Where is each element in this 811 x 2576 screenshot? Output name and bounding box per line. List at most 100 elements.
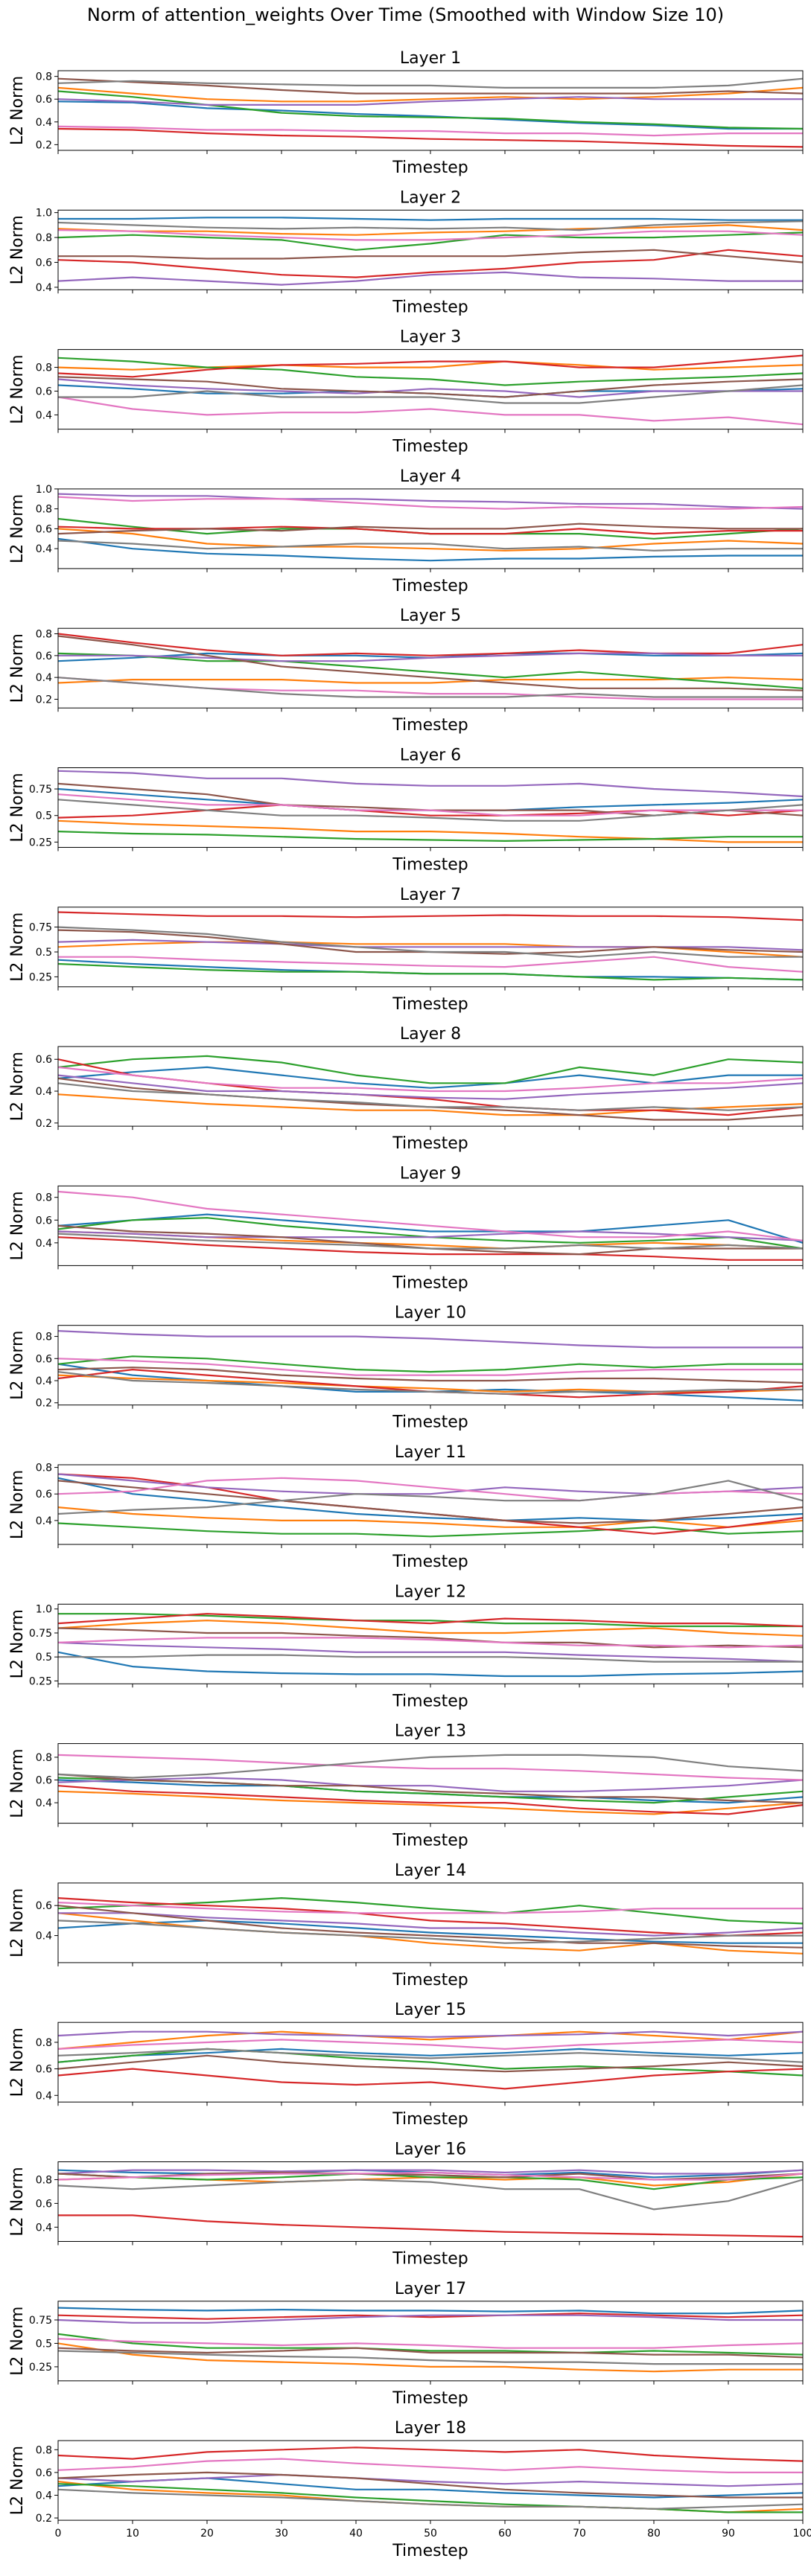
series-line-8 (57, 220, 804, 231)
y-tick-label: 0.25 (29, 837, 52, 848)
y-tick-label: 0.4 (36, 1797, 52, 1809)
y-tick-label: 0.4 (36, 1375, 52, 1387)
y-tick-label: 0.25 (29, 1675, 52, 1687)
series-line-4 (57, 804, 804, 819)
x-axis-label: Timestep (392, 2542, 468, 2560)
y-axis-label: L2 Norm (8, 2167, 27, 2236)
series-line-5 (57, 2030, 804, 2038)
y-tick-label: 0.75 (29, 784, 52, 796)
series-line-7 (57, 2458, 803, 2473)
y-tick-label: 0.4 (36, 1931, 52, 1943)
series-line-4 (57, 2446, 804, 2462)
series-line-6 (57, 2347, 804, 2359)
y-axis-label: L2 Norm (8, 1331, 27, 1400)
y-tick-label: 0.75 (29, 2315, 52, 2327)
series-line-8 (57, 1371, 803, 1395)
subplot-layer-2: Layer 2 0.4 0.6 0.8 1.0 Timestep L2 Norm (8, 188, 804, 316)
series-line-4 (57, 354, 804, 378)
subplot-title: Layer 13 (395, 1722, 466, 1741)
y-tick-label: 0.6 (36, 1353, 52, 1365)
x-axis-label: Timestep (392, 577, 468, 595)
series-line-6 (58, 249, 804, 263)
y-tick-label: 0.2 (36, 139, 52, 151)
y-tick-label: 0.6 (36, 2467, 52, 2479)
subplot-title: Layer 1 (400, 49, 461, 68)
series-line-6 (57, 1367, 804, 1384)
series-line-3 (57, 231, 804, 251)
series-line-7 (57, 2338, 804, 2349)
figure-title: Norm of attention_weights Over Time (Smo… (87, 4, 724, 25)
y-tick-label: 0.2 (36, 1398, 52, 1410)
series-line-1 (57, 100, 803, 130)
series-line-1 (57, 2048, 804, 2063)
x-axis-label: Timestep (392, 1692, 468, 1710)
series-line-7 (58, 956, 804, 973)
y-tick-label: 0.8 (36, 362, 52, 374)
series-line-6 (57, 2054, 804, 2073)
y-tick-label: 0.2 (36, 1118, 52, 1130)
y-tick-label: 0.6 (36, 2064, 52, 2076)
y-tick-label: 0.4 (36, 409, 52, 421)
y-tick-label: 0.8 (36, 1463, 52, 1474)
series-line-6 (57, 1905, 804, 1949)
y-tick-label: 1.0 (36, 208, 52, 220)
y-axis-label: L2 Norm (8, 1052, 27, 1121)
series-line-7 (57, 1637, 804, 1649)
series-line-3 (57, 962, 804, 981)
y-tick-label: 0.6 (36, 523, 52, 535)
x-axis-label: Timestep (392, 856, 468, 875)
series-line-7 (57, 496, 804, 510)
series-line-5 (57, 770, 804, 798)
y-tick-label: 0.6 (36, 386, 52, 397)
series-line-3 (57, 90, 804, 130)
subplot-layer-8: Layer 8 0.2 0.4 0.6 Timestep L2 Norm (8, 1025, 804, 1153)
y-tick-label: 0.2 (36, 694, 52, 706)
series-line-2 (57, 86, 804, 103)
series-line-2 (57, 2030, 804, 2050)
series-line-8 (57, 2488, 804, 2510)
y-axis-label: L2 Norm (8, 913, 27, 982)
subplot-title: Layer 18 (395, 2419, 466, 2438)
series-line-7 (57, 1477, 804, 1502)
subplot-layer-16: Layer 16 0.4 0.6 0.8 Timestep L2 Norm (8, 2141, 804, 2269)
subplot-layer-10: Layer 10 0.2 0.4 0.6 0.8 Timestep L2 Norm (8, 1304, 804, 1432)
y-tick-label: 0.4 (36, 672, 52, 684)
y-tick-label: 0.8 (36, 232, 52, 244)
series-line-5 (57, 378, 803, 398)
series-line-2 (57, 360, 804, 371)
y-tick-label: 0.8 (36, 629, 52, 641)
series-line-3 (57, 357, 804, 386)
x-axis-label: Timestep (392, 716, 468, 735)
series-line-8 (57, 1754, 804, 1779)
y-tick-label: 0.4 (36, 2222, 52, 2234)
series-line-3 (57, 1355, 803, 1373)
y-tick-label: 0.25 (29, 971, 52, 983)
series-line-5 (57, 2314, 803, 2324)
series-line-8 (57, 1480, 804, 1515)
y-axis-label: L2 Norm (8, 354, 27, 424)
series-line-8 (57, 1082, 804, 1111)
series-line-6 (57, 1480, 804, 1524)
series-line-5 (57, 96, 803, 106)
series-line-5 (57, 1777, 804, 1792)
x-axis-label: Timestep (392, 438, 468, 456)
series-line-3 (57, 2173, 804, 2190)
y-tick-label: 0.4 (36, 2090, 52, 2102)
y-tick-label: 0.4 (36, 1238, 52, 1250)
series-line-1 (57, 1477, 804, 1522)
y-tick-label: 0.4 (36, 543, 52, 555)
series-line-4 (57, 127, 804, 148)
y-tick-label: 0.4 (36, 1515, 52, 1527)
subplot-layer-3: Layer 3 0.4 0.6 0.8 Timestep L2 Norm (8, 328, 804, 456)
series-line-2 (57, 819, 803, 843)
series-line-3 (57, 831, 803, 843)
series-line-3 (57, 1055, 804, 1084)
y-tick-label: 0.6 (36, 1215, 52, 1227)
series-line-4 (58, 2214, 804, 2238)
subplot-title: Layer 9 (400, 1164, 461, 1183)
x-axis-label: Timestep (392, 1273, 468, 1292)
series-line-8 (57, 677, 803, 698)
x-axis-label: Timestep (392, 2250, 468, 2269)
subplot-title: Layer 15 (395, 2001, 466, 2019)
